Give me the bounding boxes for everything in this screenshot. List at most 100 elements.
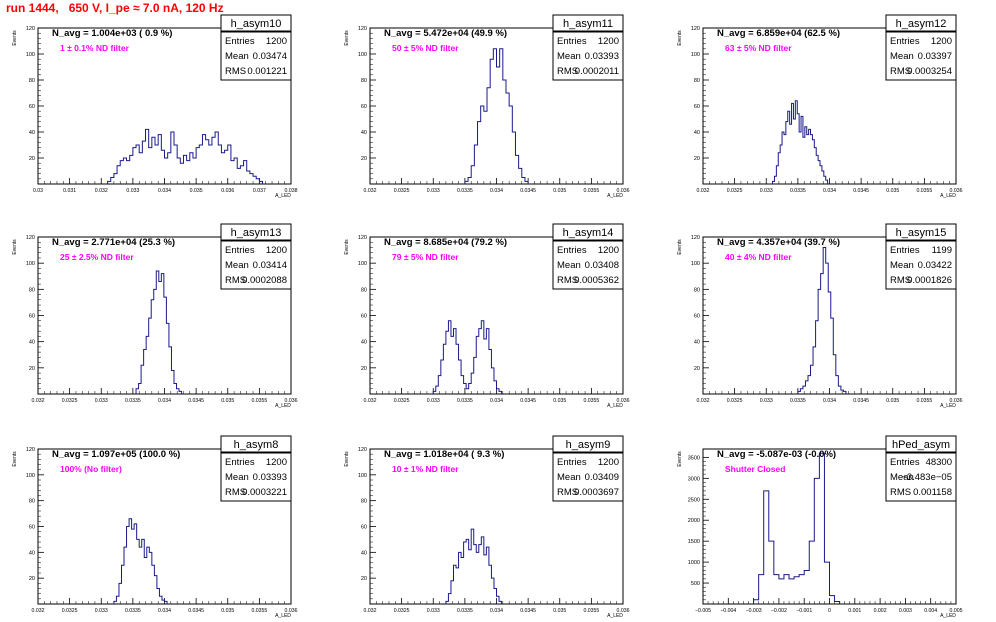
x-axis-label: A_LED [940,613,956,619]
x-tick-label: 0.034 [490,398,503,404]
x-tick-label: 0.0325 [394,188,410,194]
y-tick-label: 40 [361,550,367,556]
histogram-title-box [552,14,624,32]
y-tick-label: 80 [29,287,35,293]
x-tick-label: 0.0355 [583,398,599,404]
x-tick-label: 0.035 [553,188,566,194]
histogram-series-line [797,246,847,394]
x-tick-label: 0.004 [924,608,937,614]
x-tick-label: 0.037 [253,188,266,194]
filter-annotation: 25 ± 2.5% ND filter [60,252,134,262]
x-tick-label: 0.032 [32,608,45,614]
y-tick-label: 80 [694,287,700,293]
x-tick-label: 0.035 [553,398,566,404]
stats-label: RMS [890,275,911,286]
x-tick-label: −0.005 [695,608,711,614]
stats-label: Mean [557,51,581,62]
y-tick-label: 100 [358,52,367,58]
y-tick-label: 40 [694,130,700,136]
stats-label: RMS [890,66,911,77]
y-tick-label: 60 [694,314,700,320]
y-tick-label: 80 [29,499,35,505]
y-tick-label: 80 [361,78,367,84]
x-tick-label: 0.033 [760,398,773,404]
y-tick-label: 120 [26,447,35,453]
x-tick-label: 0.0345 [520,608,536,614]
x-tick-label: 0.0355 [583,188,599,194]
x-tick-label: 0.0345 [853,398,869,404]
x-tick-label: 0.033 [126,188,139,194]
x-tick-label: 0.032 [364,188,377,194]
x-tick-label: 0.036 [950,188,963,194]
x-tick-label: 0.035 [886,398,899,404]
x-tick-label: 0.034 [490,608,503,614]
histogram-title-box [220,223,292,241]
x-tick-label: 0.0335 [790,188,806,194]
stats-value: 0.001158 [913,487,952,498]
stats-label: Mean [890,260,914,271]
y-tick-label: 80 [361,287,367,293]
filter-annotation: 100% (No filter) [60,464,122,474]
stats-label: RMS [225,275,246,286]
stats-label: Mean [225,260,249,271]
x-tick-label: 0.034 [158,398,171,404]
y-tick-label: 120 [691,26,700,32]
histogram-title: h_asym10 [231,18,282,30]
stats-value: 0.03422 [918,260,952,271]
x-tick-label: 0.035 [553,608,566,614]
stats-value: 0.0003697 [574,487,619,498]
n-avg-header: N_avg = 2.771e+04 (25.3 %) [52,237,175,248]
x-tick-label: 0.032 [32,398,45,404]
histogram-title: h_asym12 [896,18,947,30]
x-tick-label: −0.003 [746,608,762,614]
y-tick-label: 120 [26,26,35,32]
y-tick-label: 80 [694,78,700,84]
x-axis-label: A_LED [607,613,623,619]
stats-label: Mean [557,260,581,271]
y-tick-label: 80 [29,78,35,84]
x-tick-label: 0.0325 [394,608,410,614]
x-tick-label: 0.0345 [188,608,204,614]
x-tick-label: 0.0325 [394,398,410,404]
x-tick-label: 0.035 [886,188,899,194]
x-axis-label: A_LED [940,193,956,199]
x-tick-label: 0.031 [63,188,76,194]
histogram-title: h_asym15 [896,227,947,239]
y-tick-label: 100 [691,261,700,267]
x-tick-label: 0.032 [697,188,710,194]
stats-label: Mean [557,472,581,483]
filter-annotation: 1 ± 0.1% ND filter [60,43,130,53]
x-tick-label: 0.0355 [251,398,267,404]
x-axis-label: A_LED [940,403,956,409]
stats-value: 0.0005362 [574,275,619,286]
stats-label: Entries [225,457,255,468]
x-tick-label: 0.032 [697,398,710,404]
stats-box [885,452,957,502]
histogram-panel-h_asym14: 20 40 60 80 100 120 0.032 0.0325 0.033 0.0335 0.03… [344,223,630,409]
filter-annotation: 50 ± 5% ND filter [392,43,459,53]
histogram-series-line [753,452,841,604]
x-tick-label: 0.038 [285,188,298,194]
histogram-title-box [885,223,957,241]
histogram-title: hPed_asym [892,439,950,451]
x-tick-label: 0 [828,608,831,614]
histogram-series-line [113,518,168,604]
x-tick-label: 0.005 [950,608,963,614]
x-tick-label: 0.034 [490,188,503,194]
x-axis-label: A_LED [607,403,623,409]
histogram-title-box [552,223,624,241]
stats-value: 0.0003254 [907,66,952,77]
stats-label: Entries [557,457,587,468]
filter-annotation: 10 ± 1% ND filter [392,464,459,474]
y-tick-label: 20 [361,366,367,372]
stats-value: 48300 [926,457,952,468]
y-tick-label: 100 [358,473,367,479]
x-tick-label: 0.035 [221,608,234,614]
y-tick-label: 20 [694,156,700,162]
x-tick-label: 0.0345 [520,188,536,194]
x-tick-label: 0.0355 [916,188,932,194]
stats-value: 1200 [266,245,287,256]
n-avg-header: N_avg = -5.087e-03 (-0.0%) [717,449,836,460]
histogram-panel-h_asym13: 20 40 60 80 100 120 0.032 0.0325 0.033 0.0335 0.03… [12,223,298,409]
x-tick-label: 0.0345 [853,188,869,194]
